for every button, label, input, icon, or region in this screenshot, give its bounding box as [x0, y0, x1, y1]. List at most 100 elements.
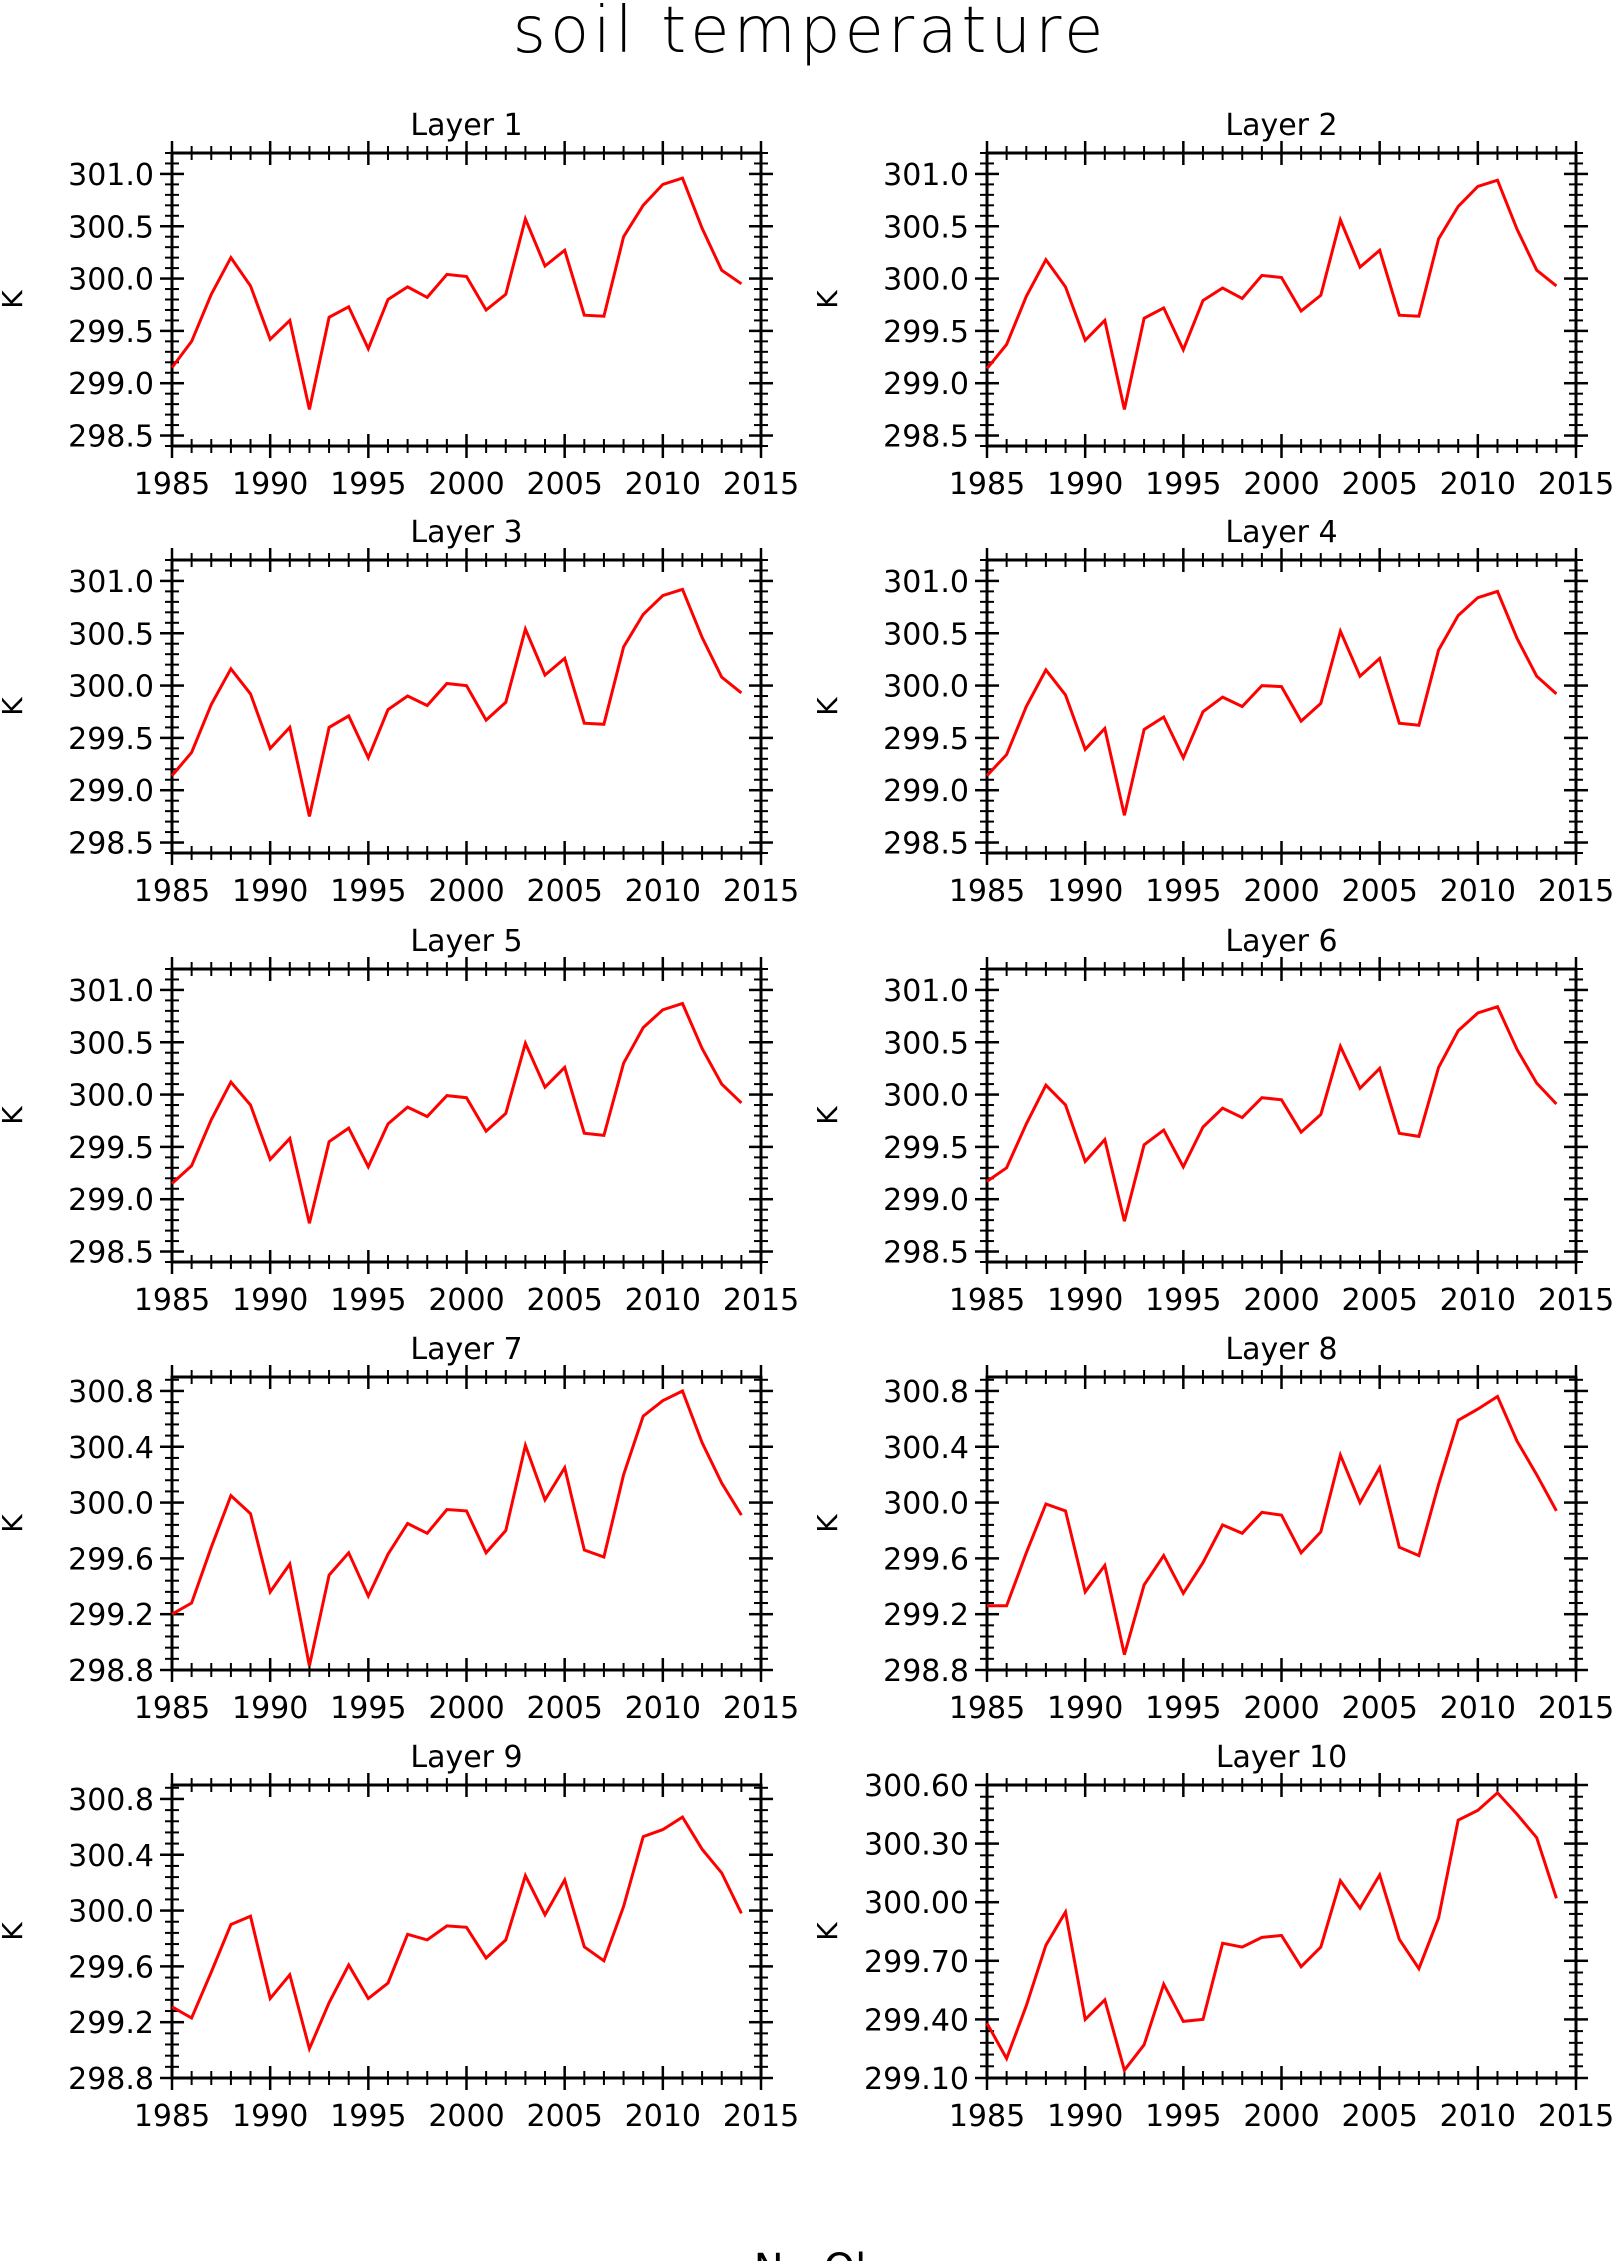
x-tick-label: 2005	[526, 1691, 602, 1726]
y-tick-label: 300.0	[883, 1487, 969, 1522]
x-tick-label: 2010	[1440, 2099, 1516, 2134]
x-tick-label: 1985	[134, 1691, 210, 1726]
x-tick-label: 1985	[949, 1691, 1025, 1726]
x-tick-label: 1985	[134, 2099, 210, 2134]
x-tick-label: 1990	[232, 467, 308, 502]
y-tick-label: 299.5	[883, 1131, 969, 1166]
series-line	[985, 589, 1558, 816]
x-tick-label: 2005	[526, 1283, 602, 1318]
x-tick-label: 2000	[1243, 874, 1319, 909]
panel-title: Layer 3	[410, 515, 522, 550]
x-tick-label: 1990	[1047, 1691, 1123, 1726]
y-tick-label: 301.0	[68, 158, 154, 193]
x-tick-label: 2005	[526, 2099, 602, 2134]
panel-layer-2: Layer 2 K 1985 1990 1995 2000 2005 2010 2015 298.…	[811, 108, 1614, 502]
y-tick-label: 299.5	[883, 722, 969, 757]
series-line	[170, 176, 743, 410]
y-tick-label: 300.5	[883, 617, 969, 652]
panel-layer-4: Layer 4 K 1985 1990 1995 2000 2005 2010 2015 298.…	[811, 515, 1614, 909]
panel-layer-10: Layer 10 K 1985 1990 1995 2000 2005 2010 2015 299…	[811, 1740, 1614, 2134]
y-tick-label: 299.2	[68, 1598, 154, 1633]
y-tick-label: 298.5	[68, 420, 154, 455]
series-line	[171, 1815, 743, 2054]
x-tick-label: 2005	[1341, 2099, 1417, 2134]
y-tick-label: 299.5	[883, 315, 969, 350]
panel-title: Layer 2	[1225, 108, 1337, 143]
panel-layer-1: Layer 1 K 1985 1990 1995 2000 2005 2010 2015 298.…	[0, 108, 799, 502]
series-line	[987, 1394, 1558, 1656]
y-tick-label: 300.0	[68, 670, 154, 705]
x-tick-label: 2010	[625, 467, 701, 502]
series-line	[985, 178, 1558, 410]
y-tick-label: 300.0	[883, 263, 969, 298]
x-tick-label: 2010	[625, 874, 701, 909]
y-axis-label: K	[0, 1106, 29, 1125]
panel-title: Layer 7	[410, 1332, 522, 1367]
x-tick-label: 2015	[723, 1283, 799, 1318]
x-tick-label: 2010	[625, 2099, 701, 2134]
y-axis-label: K	[811, 697, 844, 716]
x-tick-label: 2000	[428, 874, 504, 909]
x-tick-label: 2000	[1243, 2099, 1319, 2134]
x-tick-label: 2010	[625, 1691, 701, 1726]
y-tick-label: 299.10	[864, 2062, 969, 2097]
x-tick-label: 1995	[330, 467, 406, 502]
x-tick-label: 1990	[232, 1283, 308, 1318]
x-tick-label: 2010	[1440, 467, 1516, 502]
x-tick-label: 2005	[1341, 1283, 1417, 1318]
series-line	[985, 1790, 1558, 2074]
y-tick-label: 298.5	[883, 420, 969, 455]
x-tick-label: 2000	[428, 2099, 504, 2134]
x-tick-label: 1995	[330, 1691, 406, 1726]
x-tick-label: 1995	[1145, 1691, 1221, 1726]
x-tick-label: 2015	[1538, 1691, 1614, 1726]
x-tick-label: 2000	[428, 467, 504, 502]
series-line	[986, 1004, 1558, 1222]
x-tick-label: 1995	[1145, 1283, 1221, 1318]
y-axis-label: K	[0, 1514, 29, 1533]
plot-frame	[985, 1783, 1578, 2080]
x-tick-label: 1985	[949, 2099, 1025, 2134]
x-tick-label: 2015	[1538, 874, 1614, 909]
x-tick-label: 2005	[1341, 1691, 1417, 1726]
y-axis-label: K	[0, 290, 29, 309]
y-tick-label: 300.5	[883, 1026, 969, 1061]
panel-layer-6: Layer 6 K 1985 1990 1995 2000 2005 2010 2015 298.…	[811, 924, 1614, 1318]
x-tick-label: 2005	[1341, 467, 1417, 502]
x-tick-label: 2000	[428, 1283, 504, 1318]
x-tick-label: 1985	[134, 1283, 210, 1318]
x-tick-label: 1995	[1145, 874, 1221, 909]
series-line	[171, 1388, 743, 1667]
plot-frame	[985, 967, 1578, 1264]
x-tick-label: 1990	[232, 2099, 308, 2134]
panel-layer-9: Layer 9 K 1985 1990 1995 2000 2005 2010 2015 298.…	[0, 1740, 799, 2134]
panel-title: Layer 8	[1225, 1332, 1337, 1367]
y-tick-label: 300.5	[68, 210, 154, 245]
y-axis-label: K	[811, 1106, 844, 1125]
x-tick-label: 2000	[1243, 1691, 1319, 1726]
y-tick-label: 300.30	[864, 1828, 969, 1863]
y-tick-label: 300.5	[68, 617, 154, 652]
y-tick-label: 299.0	[883, 774, 969, 809]
x-tick-label: 1995	[330, 874, 406, 909]
y-tick-label: 300.0	[68, 1487, 154, 1522]
y-tick-label: 299.40	[864, 2003, 969, 2038]
x-tick-label: 2005	[526, 467, 602, 502]
x-tick-label: 1985	[949, 1283, 1025, 1318]
y-tick-label: 300.5	[883, 210, 969, 245]
plot-frame	[170, 967, 763, 1264]
y-tick-label: 300.0	[68, 1079, 154, 1114]
x-tick-label: 1995	[1145, 467, 1221, 502]
x-tick-label: 1990	[1047, 467, 1123, 502]
y-tick-label: 299.0	[883, 367, 969, 402]
footer-label: N - Ol	[754, 2246, 866, 2261]
y-tick-label: 300.0	[68, 1895, 154, 1930]
x-tick-label: 1985	[949, 467, 1025, 502]
y-tick-label: 300.4	[883, 1431, 969, 1466]
y-tick-label: 298.8	[883, 1654, 969, 1689]
x-tick-label: 2015	[723, 2099, 799, 2134]
panel-layer-3: Layer 3 K 1985 1990 1995 2000 2005 2010 2015 298.…	[0, 515, 799, 909]
y-tick-label: 300.00	[864, 1886, 969, 1921]
y-tick-label: 299.0	[68, 774, 154, 809]
